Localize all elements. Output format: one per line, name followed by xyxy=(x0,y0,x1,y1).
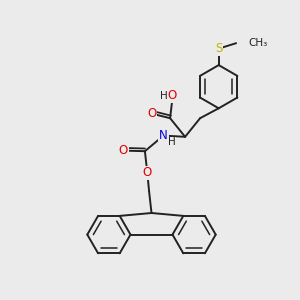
Text: N: N xyxy=(159,129,168,142)
Text: CH₃: CH₃ xyxy=(249,38,268,48)
Text: O: O xyxy=(168,89,177,102)
Text: O: O xyxy=(148,107,157,120)
Text: H: H xyxy=(160,91,167,101)
Text: S: S xyxy=(215,42,222,55)
Text: O: O xyxy=(143,166,152,179)
Text: H: H xyxy=(168,137,176,147)
Text: O: O xyxy=(119,144,128,157)
